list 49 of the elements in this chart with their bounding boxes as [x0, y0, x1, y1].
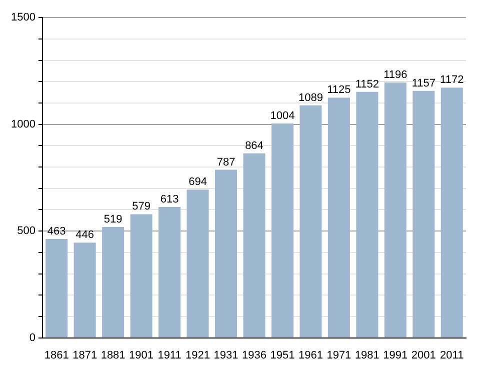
data-label: 1157 — [412, 77, 436, 90]
y-tick-label: 1000 — [10, 118, 36, 130]
x-tick-label: 1971 — [326, 349, 352, 362]
data-label: 1152 — [355, 78, 380, 90]
y-tick-label: 1500 — [10, 12, 36, 24]
y-tick-label: 500 — [17, 225, 36, 238]
x-tick-label: 1921 — [186, 349, 210, 362]
y-tick-label: 0 — [29, 332, 36, 344]
x-tick-label: 1901 — [129, 349, 154, 362]
bar — [158, 206, 181, 338]
bar — [130, 214, 152, 338]
bar — [74, 242, 96, 338]
x-tick-label: 1911 — [158, 349, 182, 362]
data-label: 579 — [132, 200, 150, 213]
bar — [328, 98, 350, 338]
x-tick-label: 1881 — [100, 349, 126, 362]
data-label: 463 — [47, 225, 66, 238]
bar — [384, 82, 406, 338]
data-label: 1125 — [327, 84, 351, 96]
x-tick-label: 1936 — [242, 349, 266, 362]
bar — [440, 88, 463, 338]
data-label: 519 — [104, 214, 122, 226]
bar — [356, 92, 378, 338]
x-tick-label: 1861 — [44, 349, 69, 362]
x-tick-label: 1991 — [383, 349, 408, 362]
bar — [271, 123, 294, 338]
x-tick-label: 2001 — [411, 349, 436, 362]
bar — [186, 190, 209, 338]
data-label: 787 — [216, 156, 236, 168]
data-label: 1004 — [270, 110, 295, 122]
data-label: 1196 — [384, 69, 408, 82]
x-tick-label: 2011 — [440, 349, 464, 362]
data-label: 446 — [76, 229, 94, 242]
x-tick-label: 1951 — [270, 349, 295, 362]
x-tick-label: 1961 — [298, 349, 323, 362]
bar — [214, 170, 238, 338]
x-tick-label: 1931 — [214, 349, 238, 362]
bar — [243, 153, 266, 338]
x-tick-label: 1871 — [72, 349, 98, 362]
data-label: 1089 — [298, 92, 323, 104]
x-tick-label: 1981 — [354, 349, 380, 362]
data-label: 694 — [188, 176, 207, 188]
bar — [300, 105, 322, 338]
bar — [46, 238, 68, 338]
data-label: 613 — [160, 193, 179, 206]
data-label: 864 — [245, 140, 264, 152]
bar — [412, 90, 435, 338]
data-label: 1172 — [440, 74, 464, 86]
bar — [102, 227, 124, 338]
